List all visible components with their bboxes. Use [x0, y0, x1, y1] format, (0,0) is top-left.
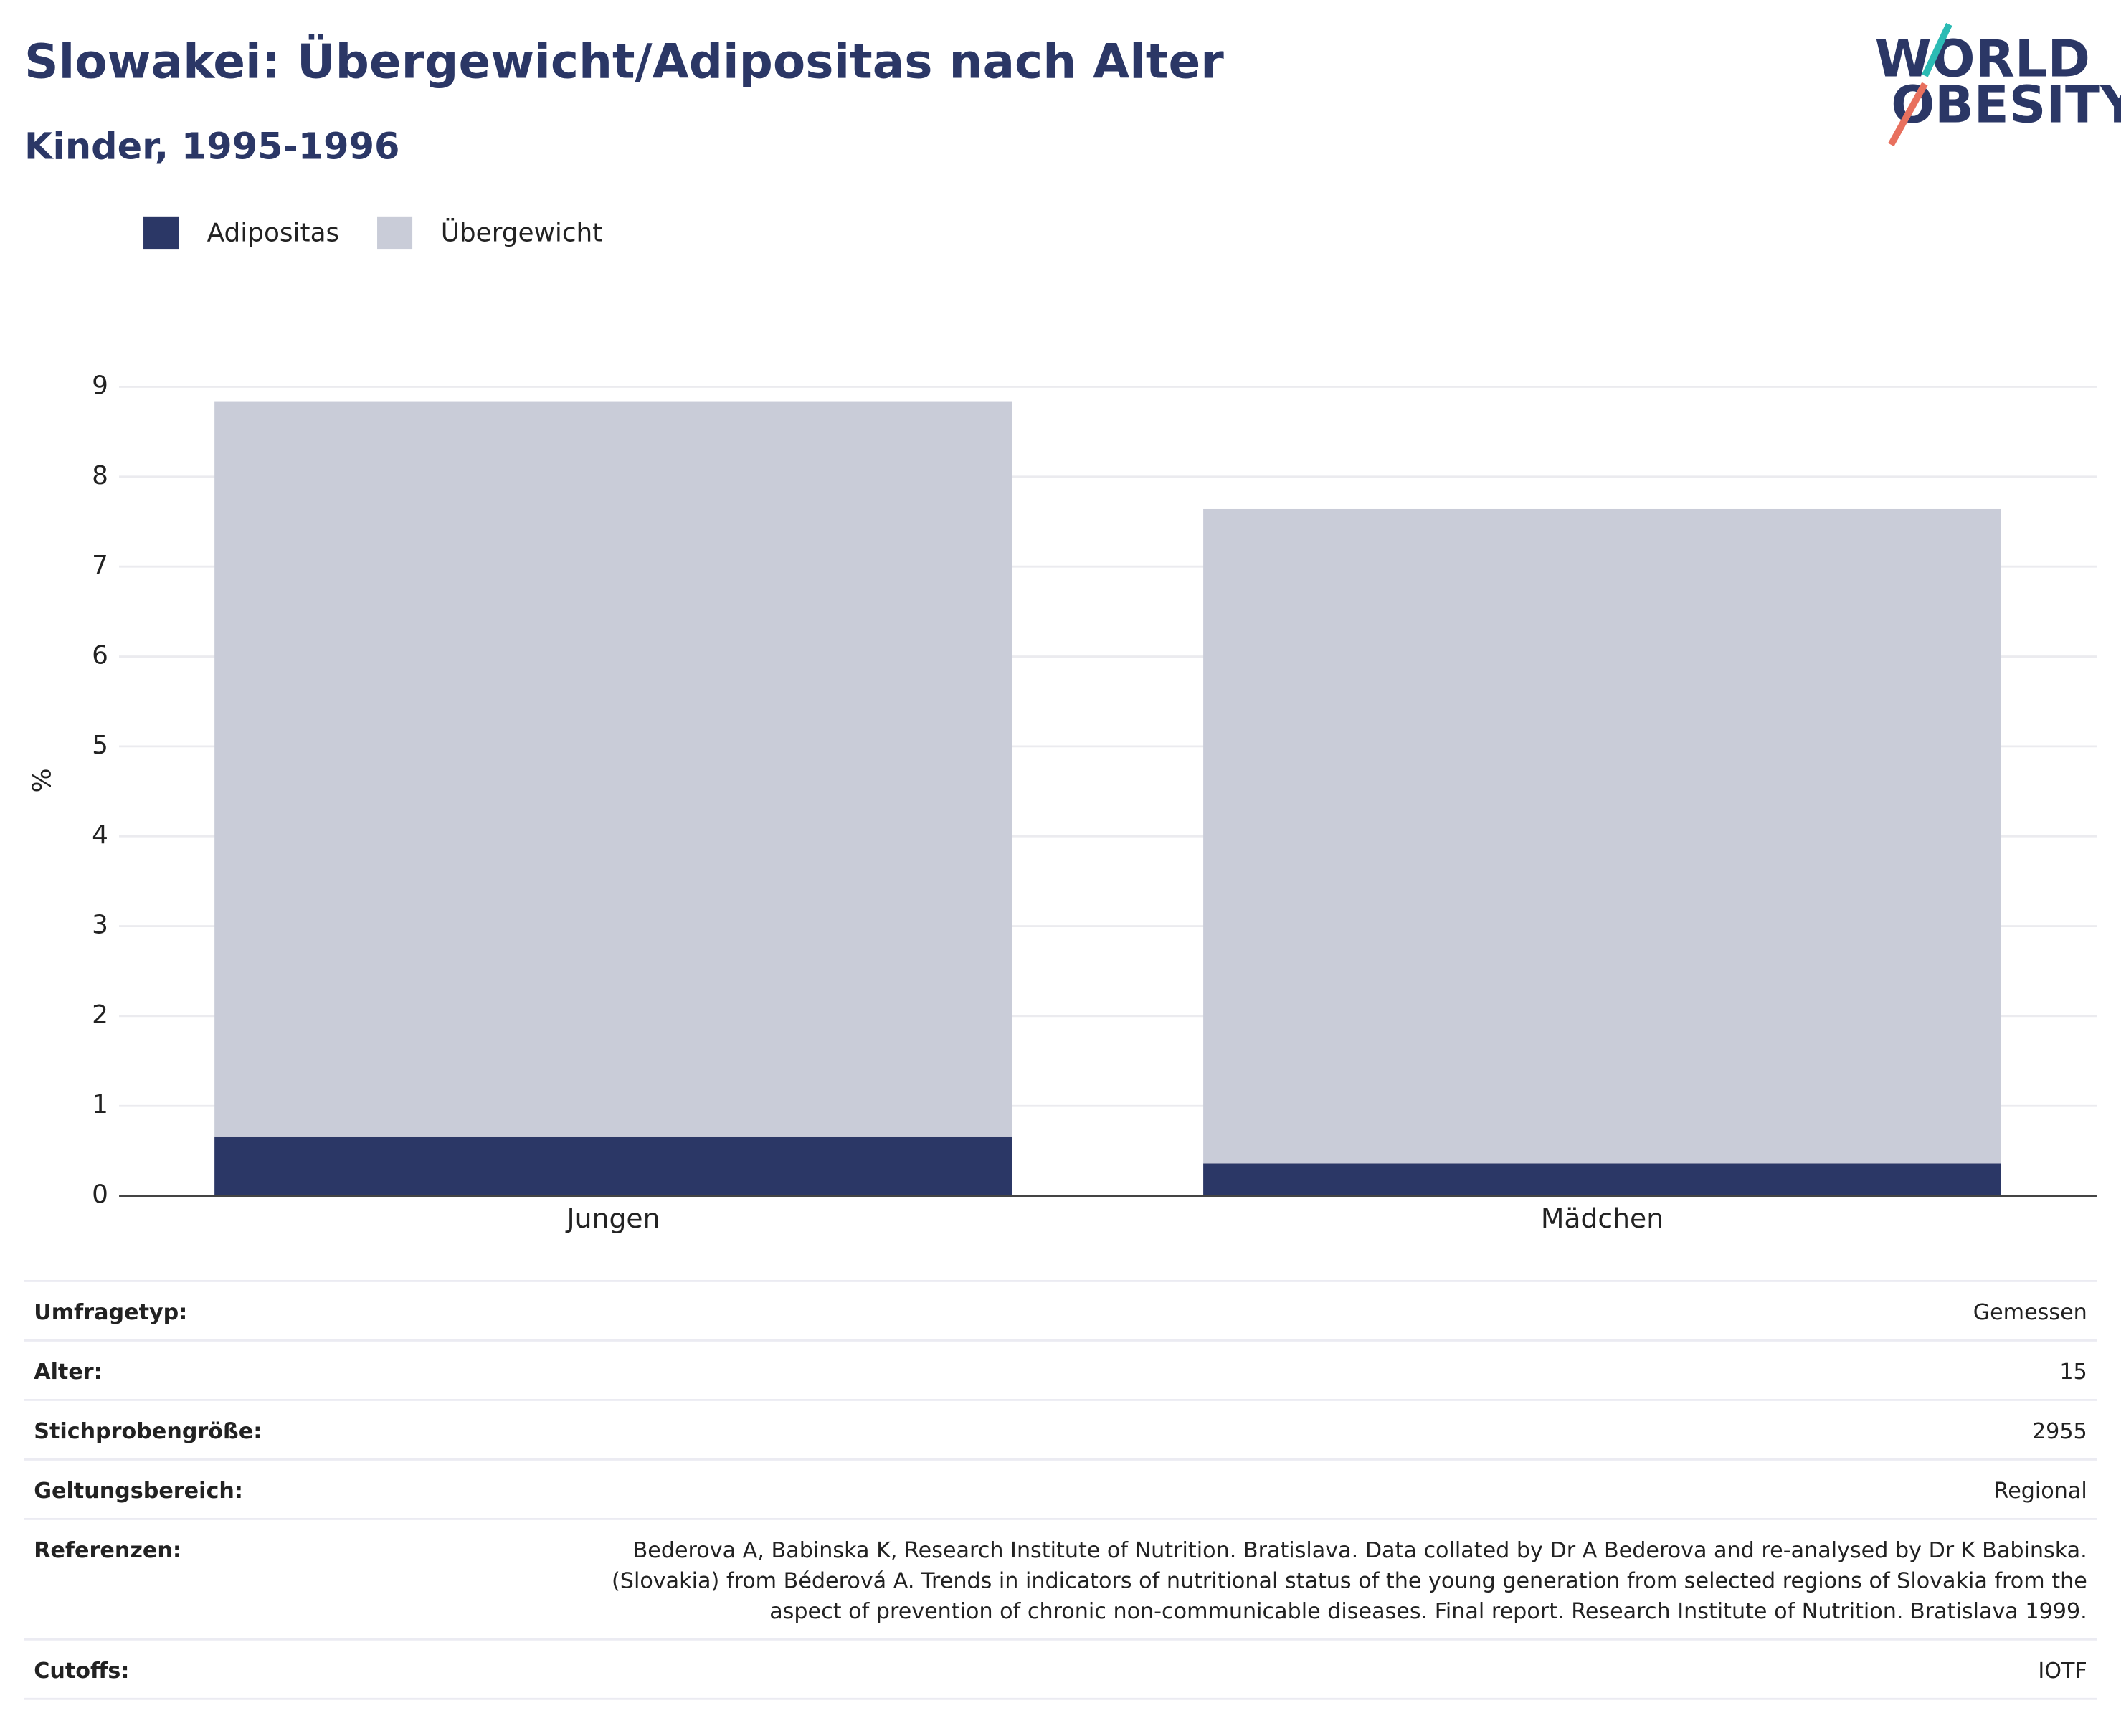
chart-title: Slowakei: Übergewicht/Adipositas nach Al… — [24, 34, 1224, 90]
x-tick-label: Mädchen — [1541, 1203, 1664, 1234]
table-label: Referenzen: — [34, 1538, 181, 1563]
bar-segment — [1203, 508, 2001, 1164]
legend-label: Übergewicht — [441, 217, 603, 247]
logo-slash — [1922, 22, 1952, 77]
legend-swatch — [377, 216, 413, 250]
y-tick-label: 0 — [92, 1180, 108, 1210]
table-value: Bederova A, Babinska K, Research Institu… — [633, 1538, 2087, 1563]
y-tick-label: 4 — [92, 820, 108, 850]
table-label: Umfragetyp: — [34, 1300, 187, 1325]
table-value: 15 — [2059, 1360, 2087, 1385]
table-value: Regional — [1994, 1479, 2087, 1504]
y-tick-label: 9 — [92, 371, 108, 401]
y-tick-label: 7 — [92, 551, 108, 580]
bar-segment — [214, 401, 1012, 1137]
y-tick-label: 2 — [92, 1000, 108, 1030]
table-value: (Slovakia) from Béderová A. Trends in in… — [612, 1569, 2087, 1594]
table-value: Gemessen — [1973, 1300, 2087, 1325]
logo-text: OBESITY — [1891, 74, 2121, 134]
table-label: Alter: — [34, 1360, 103, 1385]
y-tick-label: 8 — [92, 461, 108, 490]
y-tick-label: 3 — [92, 911, 108, 940]
legend-swatch — [143, 216, 179, 250]
table-value: IOTF — [2038, 1659, 2087, 1684]
logo-text: WORLD — [1875, 28, 2090, 88]
table-label: Cutoffs: — [34, 1659, 129, 1684]
y-tick-label: 5 — [92, 731, 108, 760]
x-tick-label: Jungen — [566, 1203, 660, 1234]
y-tick-label: 6 — [92, 641, 108, 670]
table-label: Stichprobengröße: — [34, 1419, 262, 1444]
bar-segment — [1203, 1163, 2001, 1196]
chart-subtitle: Kinder, 1995-1996 — [24, 126, 399, 169]
logo-slash — [1888, 82, 1928, 147]
table-label: Geltungsbereich: — [34, 1479, 243, 1504]
y-tick-label: 1 — [92, 1090, 108, 1119]
y-axis-label: % — [27, 768, 57, 792]
legend-label: Adipositas — [207, 218, 340, 247]
table-value: 2955 — [2032, 1419, 2087, 1444]
bar-segment — [214, 1136, 1012, 1196]
table-value: aspect of prevention of chronic non-comm… — [769, 1599, 2087, 1624]
